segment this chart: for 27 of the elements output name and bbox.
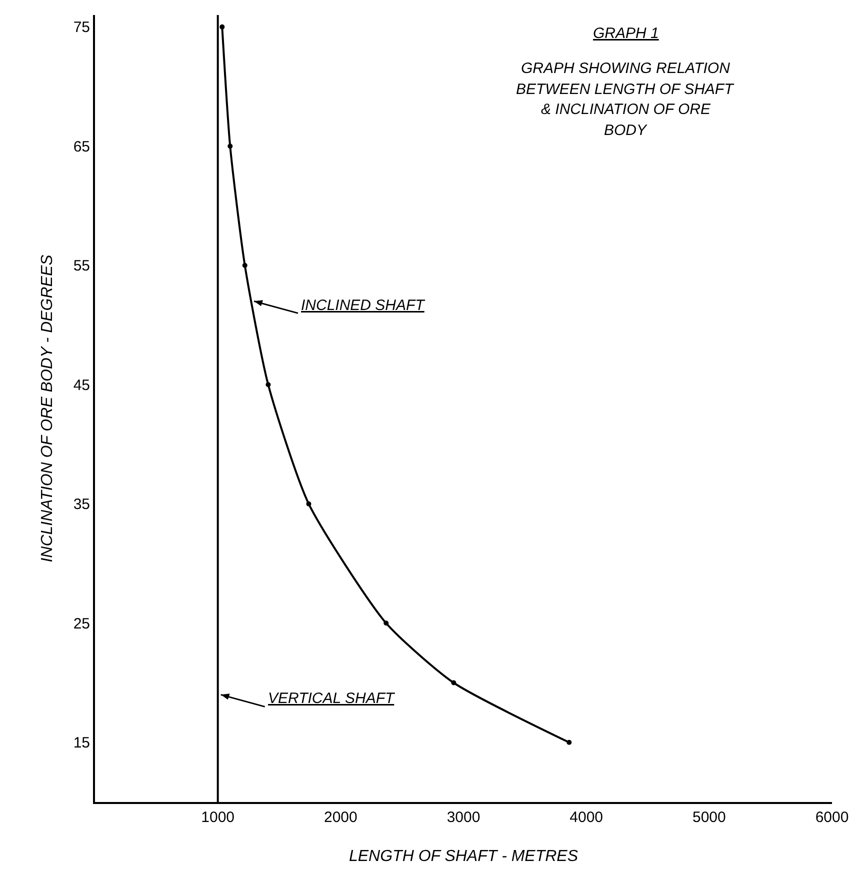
text: GRAPH 1 <box>593 25 659 42</box>
text: GRAPH SHOWING RELATION BETWEEN LENGTH OF SHAFT & INCLINATION OF ORE BODY <box>516 60 736 139</box>
annotation: VERTICAL SHAFT <box>268 690 396 707</box>
x-tick-label: 4000 <box>570 809 604 826</box>
y-tick-label: 15 <box>73 734 90 752</box>
y-tick-label: 55 <box>73 258 90 275</box>
y-tick-label: 75 <box>73 19 90 36</box>
y-axis-title: INCLINATION OF ORE BODY - DEGREES <box>39 254 56 562</box>
x-axis-title: LENGTH OF SHAFT - METRES <box>348 848 578 865</box>
point <box>242 262 248 268</box>
point <box>306 501 312 506</box>
x-tick-label: 1000 <box>201 809 235 826</box>
x-tick-label: 2000 <box>324 809 358 826</box>
annotation: INCLINED SHAFT <box>301 297 426 314</box>
point <box>384 620 389 626</box>
point <box>228 144 233 149</box>
y-tick-label: 65 <box>73 138 90 156</box>
point <box>566 740 572 745</box>
y-tick-label: 45 <box>73 376 90 394</box>
y-tick-label: 35 <box>73 496 90 514</box>
x-tick-label: 3000 <box>446 809 480 826</box>
x-tick-label: 6000 <box>815 809 849 826</box>
point <box>266 382 271 388</box>
point <box>451 680 456 686</box>
y-tick-label: 25 <box>73 615 90 632</box>
point <box>220 24 225 30</box>
x-tick-label: 5000 <box>692 809 726 826</box>
